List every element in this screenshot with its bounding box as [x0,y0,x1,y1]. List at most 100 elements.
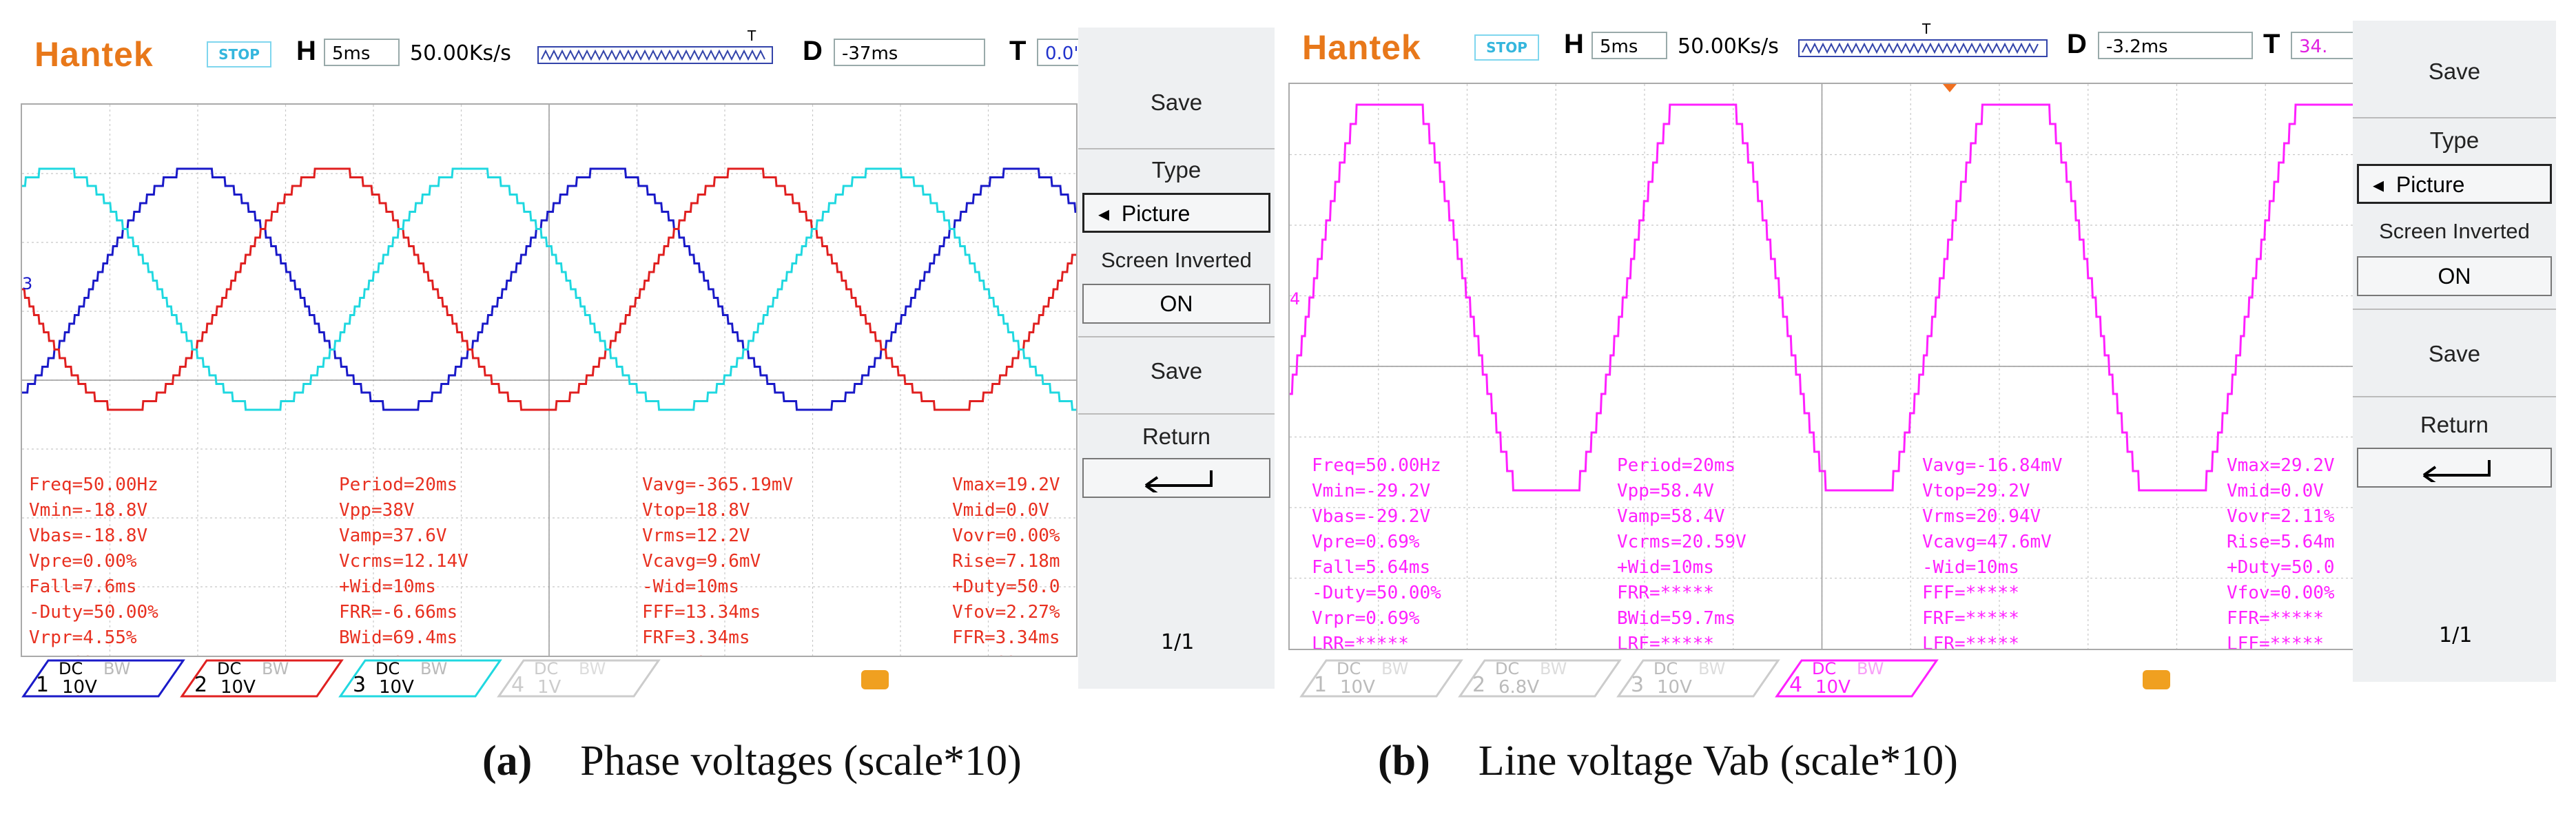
channel-4-tag[interactable]: 4 DC BW 10V [1774,658,1939,699]
channel-3-frame [338,659,502,698]
channel-1-tag[interactable]: 1 DC BW 10V [21,658,186,699]
stop-button[interactable]: STOP [207,41,271,67]
channel-2-tag[interactable]: 2 DC BW 6.8V [1457,658,1622,699]
return-button[interactable] [2357,448,2552,488]
channel-scale: 10V [62,677,97,698]
screen-inverted-toggle[interactable]: ON [1082,284,1270,324]
channel-bw: BW [103,659,131,678]
caption-b: (b) Line voltage Vab (scale*10) [1378,737,1958,786]
channel-1-tag[interactable]: 1 DC BW 10V [1299,658,1464,699]
type-select[interactable]: ◂ Picture [1082,193,1270,233]
brand-logo: Hantek [1302,28,1421,67]
channel-coupling: DC [1653,659,1678,678]
channel-4-tag[interactable]: 4 DC BW 1V [496,658,661,699]
measurement-value: FRR=-6.66ms [339,602,458,623]
channel-bw: BW [420,659,448,678]
waveform-trace-1 [1290,103,2354,492]
channel-3-tag[interactable]: 3 DC BW 10V [1616,658,1781,699]
channel-bw: BW [1540,659,1567,678]
screen-inverted-label: Screen Inverted [1101,248,1252,272]
t-label: T [1009,36,1027,66]
caption-text: Phase voltages (scale*10) [580,738,1022,784]
stop-button[interactable]: STOP [1474,34,1539,61]
return-label: Return [1142,424,1211,449]
measurement-value: Vtop=18.8V [642,500,750,521]
measurement-value: Vcrms=20.59V [1617,532,1746,552]
menu-divider [2353,117,2556,118]
measurement-value: Vrms=20.94V [1922,506,2041,527]
channel-coupling: DC [1495,659,1520,678]
measurement-value: Period=20ms [339,475,458,495]
channel-number: 1 [1314,673,1328,697]
channel-number: 3 [1631,673,1645,697]
save-button[interactable]: Save [1150,358,1203,384]
measurement-value: -Duty=50.00% [1312,583,1441,603]
measurement-value: Vcrms=12.14V [339,551,468,572]
measurement-value: LFR=***** [1922,634,2019,650]
measurement-value: Vmid=0.0V [2227,481,2324,501]
measurement-value: -Wid=10ms [642,576,739,597]
return-button[interactable] [1082,458,1270,498]
caption-label: (a) [482,738,533,784]
channel-bw: BW [1857,659,1884,678]
channel-number: 2 [1472,673,1486,697]
measurement-value: Vpre=0.69% [1312,532,1420,552]
channel-scale: 6.8V [1498,677,1540,698]
measurement-value: LFR=72.74ms [642,651,793,656]
channel-scale: 10V [379,677,414,698]
save-button[interactable]: Save [2428,341,2481,366]
channel-3-frame [1616,659,1780,698]
measurement-value: FFF=13.34ms [642,602,761,623]
d-label: D [803,36,823,66]
measurement-value: BWid=59.7ms [1617,608,1736,629]
measurement-value: Fall=5.64ms [1312,557,1431,578]
scope-toolbar: Hantek STOP H 5ms 50.00Ks/s T D -37ms T … [21,28,1275,90]
h-label: H [296,36,316,66]
channel-number: 2 [194,673,208,697]
d-label: D [2067,29,2087,59]
usb-icon [2143,670,2170,689]
waveform-screen: 4 Freq=50.00Hz Vmin=-29.2V Vbas=-29.2V Vpre… [1288,83,2356,650]
channel-bw: BW [1698,659,1726,678]
measurement-value: FFR=3.34ms [952,627,1060,648]
measurement-value: Vfov=0.00% [2227,583,2335,603]
channel-3-tag[interactable]: 3 DC BW 10V [338,658,503,699]
measurement-value: Vavg=-16.84mV [1922,455,2063,476]
measurement-value: +Duty=50.0 [2227,557,2335,578]
type-select[interactable]: ◂ Picture [2357,164,2552,204]
channel-scale: 10V [1815,677,1851,698]
menu-divider [2353,309,2556,310]
channel-bw: BW [262,659,289,678]
channel-number: 4 [1789,673,1803,697]
caption-text: Line voltage Vab (scale*10) [1478,738,1958,784]
measurement-value: Vrpr=0.69% [1312,608,1420,629]
measurement-value: -Wid=10ms [1922,557,2019,578]
trigger-level-field[interactable]: 34. [2291,32,2356,59]
channel-2-tag[interactable]: 2 DC BW 10V [179,658,344,699]
measurement-value: +Wid=10ms [339,576,436,597]
measurement-value: Freq=50.00Hz [29,475,158,495]
screen-inverted-toggle[interactable]: ON [2357,256,2552,296]
measurement-value: Rise=7.18m [952,551,1060,572]
timebase-field[interactable]: 5ms [324,39,400,66]
timebase-field[interactable]: 5ms [1591,32,1667,59]
measurement-value: Vfov=2.27% [952,602,1060,623]
measurement-col-3: Vavg=-365.19mV Vtop=18.8V Vrms=12.2V Vcavg=… [642,421,793,656]
waveform-trace-1 [22,167,1076,411]
measurement-value: Fall=7.6ms [29,576,137,597]
channel-1-frame [1299,659,1463,698]
measurement-col-1: Freq=50.00Hz Vmin=-18.8V Vbas=-18.8V Vpre=0… [29,421,158,656]
delay-field[interactable]: -37ms [834,39,985,66]
channel-4-frame [497,659,661,698]
measurement-value: Vpp=38V [339,500,415,521]
measurement-value: Vmid=0.0V [952,500,1049,521]
measurement-value: Vbas=-18.8V [29,525,148,546]
measurement-value: Vmin=-18.8V [29,500,148,521]
measurement-value: Vmax=19.2V [952,475,1060,495]
side-menu: Save Type ◂ Picture Screen Inverted ON S… [1078,28,1275,689]
measurement-value: Vamp=58.4V [1617,506,1725,527]
measurement-value: LRF=***** [1617,634,1714,650]
measurement-value: Vmin=-29.2V [1312,481,1431,501]
delay-field[interactable]: -3.2ms [2098,32,2253,59]
side-menu: Save Type ◂ Picture Screen Inverted ON S… [2353,21,2556,682]
